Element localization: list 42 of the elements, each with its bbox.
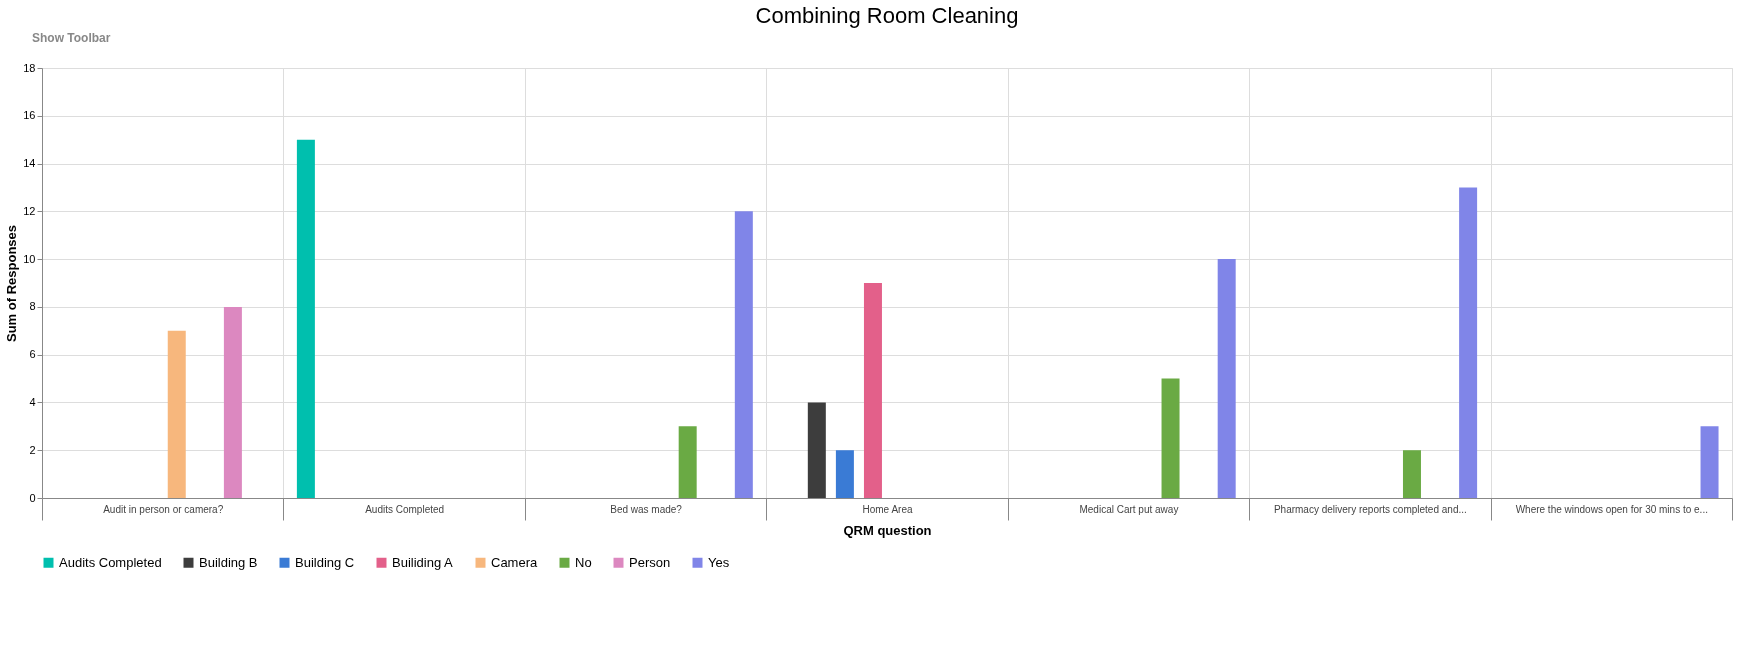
y-tick-label: 12 bbox=[23, 204, 36, 217]
x-tick-label: Bed was made? bbox=[610, 503, 683, 515]
bar bbox=[1161, 378, 1180, 498]
bar bbox=[807, 402, 826, 498]
text: Show Toolbar bbox=[32, 31, 111, 45]
bar bbox=[296, 139, 315, 498]
legend-label: Audits Completed bbox=[59, 554, 162, 570]
x-tick-label: Medical Cart put away bbox=[1079, 503, 1179, 515]
y-tick-label: 10 bbox=[23, 252, 36, 265]
legend-label: Person bbox=[629, 554, 671, 570]
legend-label: Camera bbox=[491, 554, 539, 570]
y-tick-label: 14 bbox=[23, 157, 36, 170]
legend-label: Yes bbox=[708, 554, 730, 570]
x-tick-label: Pharmacy delivery reports completed and... bbox=[1273, 503, 1467, 515]
y-tick-label: 0 bbox=[29, 491, 36, 504]
legend-label: Building C bbox=[295, 554, 355, 570]
y-tick-label: 4 bbox=[29, 395, 36, 408]
y-tick-label: 6 bbox=[29, 348, 36, 361]
bar bbox=[678, 426, 697, 498]
x-axis-title: QRM question bbox=[843, 523, 932, 538]
bar bbox=[1700, 426, 1719, 498]
y-axis-title: Sum of Responses bbox=[4, 224, 20, 343]
bar bbox=[863, 283, 882, 498]
legend-label: No bbox=[575, 554, 592, 570]
x-tick-label: Home Area bbox=[862, 503, 913, 515]
y-tick-label: 18 bbox=[23, 61, 36, 74]
bar bbox=[1402, 450, 1421, 498]
bar bbox=[835, 450, 854, 498]
bar bbox=[1459, 187, 1478, 498]
bar bbox=[223, 306, 242, 498]
y-tick-label: 8 bbox=[29, 300, 36, 313]
x-tick-label: Audit in person or camera? bbox=[103, 503, 224, 515]
legend-label: Builiding A bbox=[392, 554, 454, 570]
chart-title: Combining Room Cleaning bbox=[755, 3, 1019, 28]
y-tick-label: 16 bbox=[23, 109, 36, 122]
bar bbox=[1217, 259, 1236, 498]
x-tick-label: Audits Completed bbox=[365, 503, 445, 515]
bar bbox=[734, 211, 753, 498]
legend-label: Building B bbox=[199, 554, 258, 570]
y-tick-label: 2 bbox=[29, 443, 36, 456]
x-tick-label: Where the windows open for 30 mins to e... bbox=[1515, 503, 1708, 515]
bar bbox=[167, 330, 186, 498]
